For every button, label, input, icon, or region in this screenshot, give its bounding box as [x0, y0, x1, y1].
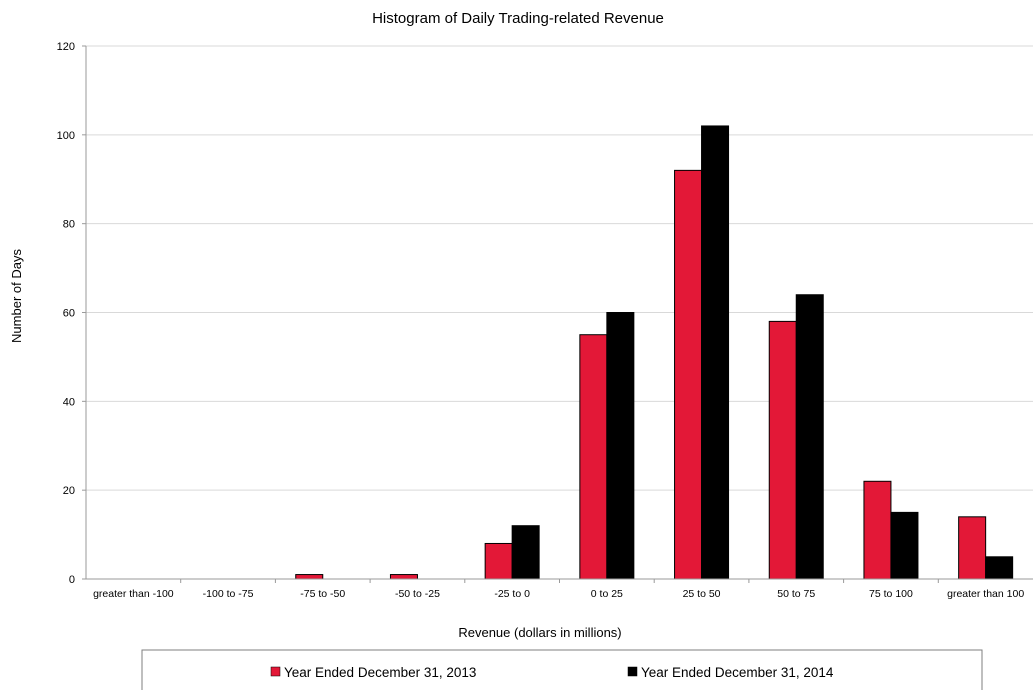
bar-2014 — [701, 125, 730, 580]
y-tick-label: 40 — [63, 396, 75, 408]
bar-2014 — [606, 312, 635, 580]
bar-2013 — [674, 169, 703, 580]
legend-swatch — [627, 666, 638, 677]
x-tick-label: 25 to 50 — [683, 588, 721, 600]
legend-label: Year Ended December 31, 2014 — [641, 665, 834, 680]
bar-2013 — [295, 574, 324, 580]
bar-2013 — [389, 574, 418, 580]
gridlines — [86, 45, 1033, 491]
bar-2014 — [890, 511, 919, 580]
x-tick-label: -25 to 0 — [494, 588, 530, 600]
legend: Year Ended December 31, 2013 Year Ended D… — [141, 649, 983, 690]
y-tick-label: 80 — [63, 219, 75, 231]
x-tick-label: -50 to -25 — [395, 588, 440, 600]
x-tick-label: -100 to -75 — [203, 588, 254, 600]
y-tick-labels: 0 20 40 60 80 100 120 — [57, 41, 86, 586]
x-tick-label: -75 to -50 — [300, 588, 345, 600]
legend-swatch — [270, 666, 281, 677]
bar-2014 — [795, 294, 824, 580]
x-axis-label: Revenue (dollars in millions) — [458, 625, 621, 640]
x-tick-label: 75 to 100 — [869, 588, 913, 600]
x-tick-label: 0 to 25 — [591, 588, 623, 600]
y-axis-label: Number of Days — [9, 249, 24, 343]
bar-2014 — [511, 525, 540, 580]
legend-label: Year Ended December 31, 2013 — [284, 665, 476, 680]
y-tick-label: 100 — [57, 130, 75, 142]
legend-box — [141, 649, 983, 690]
x-tick-label: greater than -100 — [93, 588, 174, 600]
bar-2013 — [768, 320, 797, 580]
bar-2013 — [863, 480, 892, 580]
bar-2013 — [579, 334, 608, 580]
bar-2013 — [958, 516, 987, 580]
bar-2014 — [985, 556, 1014, 580]
y-tick-label: 120 — [57, 41, 75, 53]
y-tick-label: 60 — [63, 308, 75, 320]
chart-title: Histogram of Daily Trading-related Reven… — [372, 10, 664, 27]
bars — [295, 125, 1014, 580]
y-tick-label: 20 — [63, 485, 75, 497]
x-tick-label: 50 to 75 — [777, 588, 815, 600]
x-tick-label: greater than 100 — [947, 588, 1024, 600]
bar-2013 — [484, 542, 513, 580]
y-tick-label: 0 — [69, 574, 75, 586]
x-tick-labels: greater than -100 -100 to -75 -75 to -50 -5… — [93, 579, 1024, 600]
